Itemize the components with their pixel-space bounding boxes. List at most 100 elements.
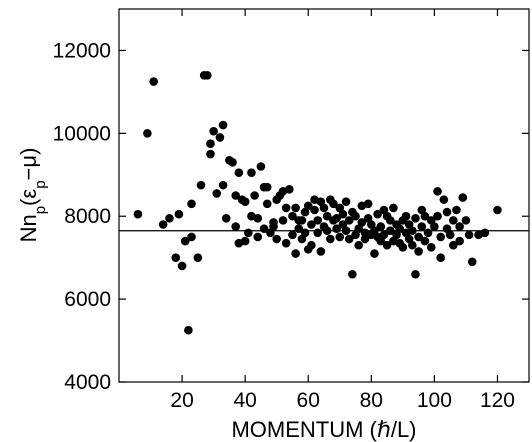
data-point (382, 240, 392, 250)
data-point (348, 269, 357, 279)
data-point (376, 222, 386, 231)
data-point (313, 216, 322, 225)
data-point (461, 216, 471, 225)
data-point (411, 269, 420, 279)
data-point (285, 184, 294, 194)
data-point (256, 162, 266, 171)
data-point (184, 325, 193, 335)
x-tick-label: 100 (417, 389, 452, 412)
y-tick-label: 8000 (64, 205, 111, 228)
data-point (297, 216, 307, 225)
data-point (149, 77, 158, 86)
data-point (171, 253, 181, 262)
data-point (493, 205, 502, 215)
y-axis-ticks: 4000 6000 8000 10000 12000 (53, 39, 529, 394)
x-tick-label: 60 (297, 389, 320, 412)
data-point (379, 230, 389, 240)
data-point (411, 213, 420, 223)
data-point (291, 249, 300, 258)
data-point (288, 230, 297, 240)
data-point (430, 222, 439, 231)
data-point (420, 211, 430, 221)
data-point (408, 226, 417, 236)
data-point (341, 197, 351, 207)
data-points (133, 71, 502, 335)
y-tick-label: 6000 (64, 288, 111, 311)
data-point (206, 149, 215, 159)
data-point (351, 211, 360, 221)
data-point (414, 247, 423, 256)
y-tick-label: 4000 (64, 371, 111, 394)
data-point (423, 228, 433, 238)
y-axis-title-tail: −μ) (16, 148, 41, 181)
data-point (228, 158, 237, 167)
data-point (253, 232, 263, 242)
data-point (480, 228, 490, 238)
data-point (187, 232, 196, 242)
x-tick-label: 40 (233, 389, 256, 412)
data-point (281, 203, 291, 213)
x-axis-title: MOMENTUM (ℏ/L) (231, 417, 416, 442)
data-point (234, 168, 244, 178)
data-point (231, 191, 240, 200)
data-point (180, 236, 190, 246)
y-axis-title-sub2: p (32, 180, 49, 188)
data-point (354, 240, 363, 250)
data-point (326, 234, 335, 244)
data-point (158, 220, 168, 229)
data-point (449, 216, 458, 225)
data-point (218, 180, 228, 190)
y-axis-title-sub1: p (32, 206, 49, 214)
data-point (240, 197, 250, 207)
data-point (445, 230, 455, 240)
data-point (203, 71, 212, 80)
data-point (389, 203, 398, 213)
data-point (307, 220, 316, 229)
data-point (209, 126, 218, 136)
data-point (436, 232, 445, 242)
data-point (272, 234, 281, 244)
data-point (464, 230, 474, 240)
data-point (322, 226, 332, 236)
data-point (455, 222, 464, 231)
data-point (344, 216, 354, 225)
data-point (398, 243, 408, 252)
data-point (436, 253, 445, 262)
data-point (294, 224, 304, 233)
data-point (313, 228, 322, 238)
data-point (360, 234, 370, 244)
data-point (218, 120, 228, 130)
data-point (247, 168, 256, 178)
data-point (206, 139, 215, 148)
data-point (133, 209, 143, 219)
data-point (395, 224, 404, 233)
data-point (322, 211, 332, 221)
data-point (250, 191, 259, 200)
x-tick-label: 120 (480, 389, 515, 412)
data-point (310, 205, 319, 215)
data-point (231, 222, 240, 231)
data-point (174, 209, 184, 219)
data-point (212, 189, 222, 198)
data-point (357, 218, 367, 227)
data-point (458, 193, 468, 202)
data-point (433, 187, 442, 196)
data-point (385, 226, 395, 236)
data-point (244, 228, 253, 238)
data-point (332, 224, 341, 233)
data-point (373, 209, 382, 219)
data-point (307, 240, 316, 250)
data-point (442, 207, 452, 217)
data-point (426, 243, 436, 252)
data-point (370, 249, 379, 258)
data-point (240, 236, 250, 246)
data-point (196, 180, 206, 190)
data-point (420, 236, 430, 246)
data-point (439, 195, 449, 204)
data-point (215, 133, 225, 142)
data-point (259, 224, 269, 233)
data-point (143, 129, 152, 138)
y-tick-label: 10000 (53, 122, 111, 145)
data-point (303, 201, 313, 211)
